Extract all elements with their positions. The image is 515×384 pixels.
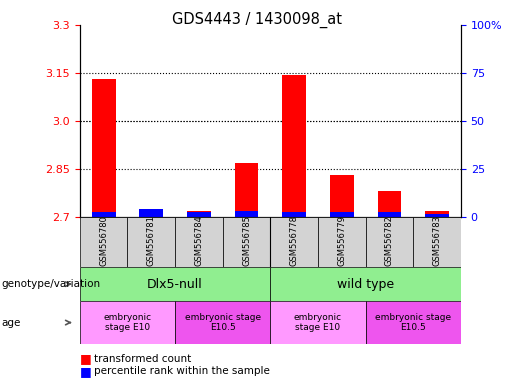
Bar — [80, 217, 128, 267]
Bar — [140, 209, 163, 217]
Bar — [282, 74, 306, 217]
Text: GSM556785: GSM556785 — [242, 215, 251, 266]
Text: age: age — [2, 318, 21, 328]
Bar — [187, 210, 211, 217]
Bar — [330, 212, 354, 217]
Bar — [175, 217, 222, 267]
Bar — [330, 175, 354, 217]
Bar — [270, 267, 461, 301]
Text: GDS4443 / 1430098_at: GDS4443 / 1430098_at — [173, 12, 342, 28]
Bar — [282, 212, 306, 217]
Bar — [377, 212, 401, 217]
Text: GSM556784: GSM556784 — [195, 215, 203, 266]
Bar — [222, 217, 270, 267]
Bar — [425, 214, 449, 217]
Text: GSM556781: GSM556781 — [147, 215, 156, 266]
Text: genotype/variation: genotype/variation — [2, 279, 100, 289]
Bar — [413, 217, 461, 267]
Text: ■: ■ — [80, 365, 92, 378]
Bar — [92, 79, 115, 217]
Text: embryonic stage
E10.5: embryonic stage E10.5 — [375, 313, 451, 332]
Bar — [425, 210, 449, 217]
Bar — [235, 162, 259, 217]
Text: ■: ■ — [80, 352, 92, 365]
Text: embryonic
stage E10: embryonic stage E10 — [294, 313, 342, 332]
Text: GSM556782: GSM556782 — [385, 215, 394, 266]
Bar — [187, 212, 211, 217]
Bar — [235, 210, 259, 217]
Bar — [140, 210, 163, 217]
Text: GSM556779: GSM556779 — [337, 215, 346, 266]
Bar — [318, 217, 366, 267]
Bar — [80, 301, 175, 344]
Text: Dlx5-null: Dlx5-null — [147, 278, 203, 291]
Bar — [377, 191, 401, 217]
Text: GSM556780: GSM556780 — [99, 215, 108, 266]
Bar — [270, 301, 366, 344]
Text: GSM556778: GSM556778 — [290, 215, 299, 266]
Bar — [366, 217, 413, 267]
Bar — [175, 301, 270, 344]
Text: wild type: wild type — [337, 278, 394, 291]
Text: percentile rank within the sample: percentile rank within the sample — [94, 366, 270, 376]
Text: GSM556783: GSM556783 — [433, 215, 441, 266]
Text: embryonic
stage E10: embryonic stage E10 — [104, 313, 151, 332]
Text: transformed count: transformed count — [94, 354, 192, 364]
Bar — [128, 217, 175, 267]
Bar — [80, 267, 270, 301]
Bar — [92, 212, 115, 217]
Text: embryonic stage
E10.5: embryonic stage E10.5 — [185, 313, 261, 332]
Bar — [270, 217, 318, 267]
Bar — [366, 301, 461, 344]
